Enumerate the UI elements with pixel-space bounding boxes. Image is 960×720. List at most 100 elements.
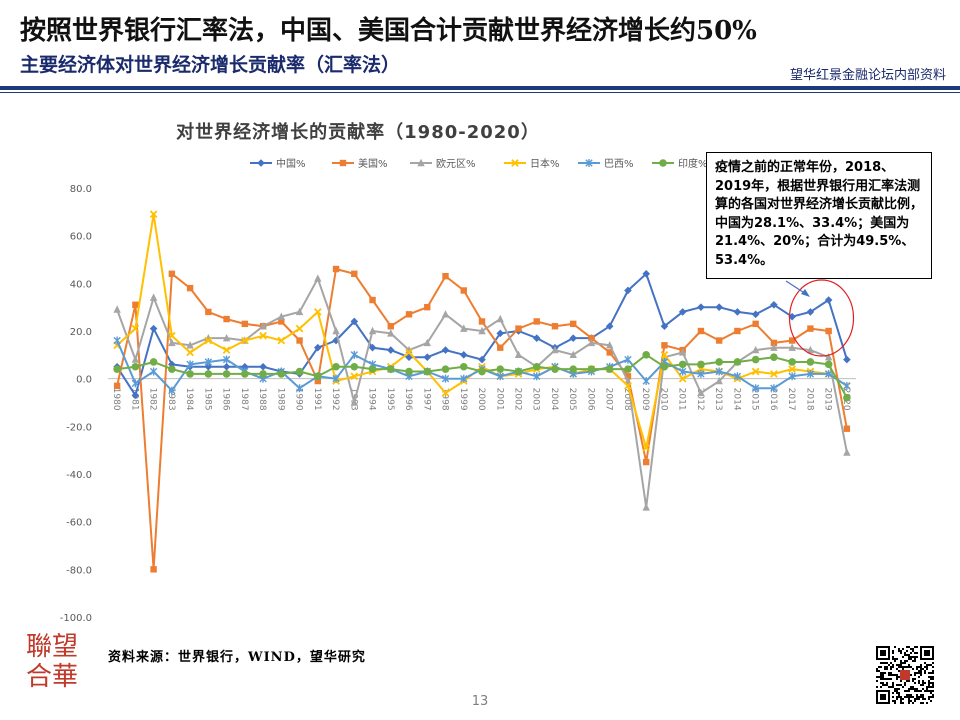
qr-finder	[880, 694, 886, 700]
data-point	[113, 305, 121, 313]
data-point	[624, 365, 632, 373]
qr-module	[894, 660, 896, 662]
qr-module	[918, 682, 920, 684]
legend-marker	[257, 159, 265, 167]
qr-module	[904, 682, 906, 684]
qr-module	[890, 672, 892, 674]
qr-module	[916, 652, 918, 654]
x-tick-label: 1988	[257, 388, 267, 411]
data-point	[806, 358, 815, 366]
qr-module	[912, 696, 914, 698]
data-point	[678, 367, 687, 376]
data-point	[533, 372, 541, 381]
x-tick-label: 2016	[768, 388, 778, 411]
qr-finder	[880, 650, 886, 656]
qr-module	[880, 678, 882, 680]
data-point	[824, 296, 833, 304]
data-point	[496, 365, 505, 373]
qr-module	[900, 666, 902, 668]
x-tick-label: 2004	[549, 388, 559, 411]
data-point	[387, 323, 394, 330]
qr-module	[914, 698, 916, 700]
qr-module	[906, 650, 908, 652]
data-point	[678, 308, 687, 316]
x-tick-label: 2003	[531, 388, 541, 411]
qr-module	[878, 670, 880, 672]
data-point	[405, 367, 413, 376]
qr-module	[884, 672, 886, 674]
x-tick-label: 2018	[804, 388, 814, 411]
qr-module	[898, 688, 900, 690]
qr-module	[920, 694, 922, 696]
qr-module	[918, 698, 920, 700]
qr-module	[916, 694, 918, 696]
data-point	[843, 355, 851, 364]
qr-module	[912, 688, 914, 690]
data-point	[678, 348, 687, 356]
qr-module	[892, 700, 894, 702]
data-point	[587, 338, 596, 347]
qr-module	[916, 690, 918, 692]
qr-module	[916, 666, 918, 668]
x-tick-label: 2000	[476, 388, 486, 411]
data-point	[697, 327, 705, 335]
qr-module	[892, 682, 894, 684]
x-tick-label: 2001	[494, 388, 504, 411]
data-point	[150, 566, 157, 573]
qr-module	[908, 646, 910, 648]
data-point	[624, 355, 632, 364]
qr-module	[894, 700, 896, 702]
data-point	[131, 324, 140, 333]
qr-module	[910, 648, 912, 650]
qr-module	[908, 688, 910, 690]
qr-module	[898, 664, 900, 666]
qr-module	[932, 666, 934, 668]
qr-module	[884, 662, 886, 664]
x-tick-label: 2006	[585, 388, 595, 411]
page-subtitle: 主要经济体对世界经济增长贡献率（汇率法）	[20, 54, 401, 76]
qr-module	[908, 680, 910, 682]
qr-module	[928, 664, 930, 666]
qr-module	[920, 702, 922, 704]
qr-module	[880, 662, 882, 664]
data-point	[405, 311, 413, 318]
qr-module	[878, 666, 880, 668]
qr-module	[924, 670, 926, 672]
data-point	[223, 315, 230, 323]
qr-module	[930, 692, 932, 694]
data-point	[350, 372, 359, 381]
data-point	[697, 360, 705, 369]
qr-module	[888, 674, 890, 676]
qr-module	[926, 664, 928, 666]
data-point	[770, 353, 778, 362]
data-point	[350, 398, 358, 406]
legend-label: 欧元区%	[436, 158, 476, 170]
qr-module	[908, 696, 910, 698]
qr-module	[926, 688, 928, 690]
qr-module	[900, 700, 902, 702]
qr-module	[928, 672, 930, 674]
data-point	[277, 312, 286, 320]
data-point	[424, 303, 431, 311]
y-tick-label: 0.0	[76, 375, 92, 386]
qr-module	[910, 694, 912, 696]
legend-label: 中国%	[276, 157, 306, 170]
data-point	[806, 369, 815, 378]
qr-module	[912, 702, 914, 704]
qr-module	[892, 684, 894, 686]
qr-module	[876, 686, 878, 688]
qr-module	[898, 666, 900, 668]
qr-module	[896, 684, 898, 686]
data-point	[113, 382, 121, 390]
qr-module	[898, 670, 900, 672]
data-point	[770, 300, 778, 309]
data-point	[113, 336, 121, 345]
callout-arrow-line	[785, 280, 807, 295]
data-point	[204, 336, 213, 345]
qr-module	[924, 666, 926, 668]
data-point	[751, 345, 760, 354]
data-point	[131, 362, 140, 371]
qr-module	[910, 686, 912, 688]
qr-module	[926, 666, 928, 668]
qr-module	[912, 668, 914, 670]
